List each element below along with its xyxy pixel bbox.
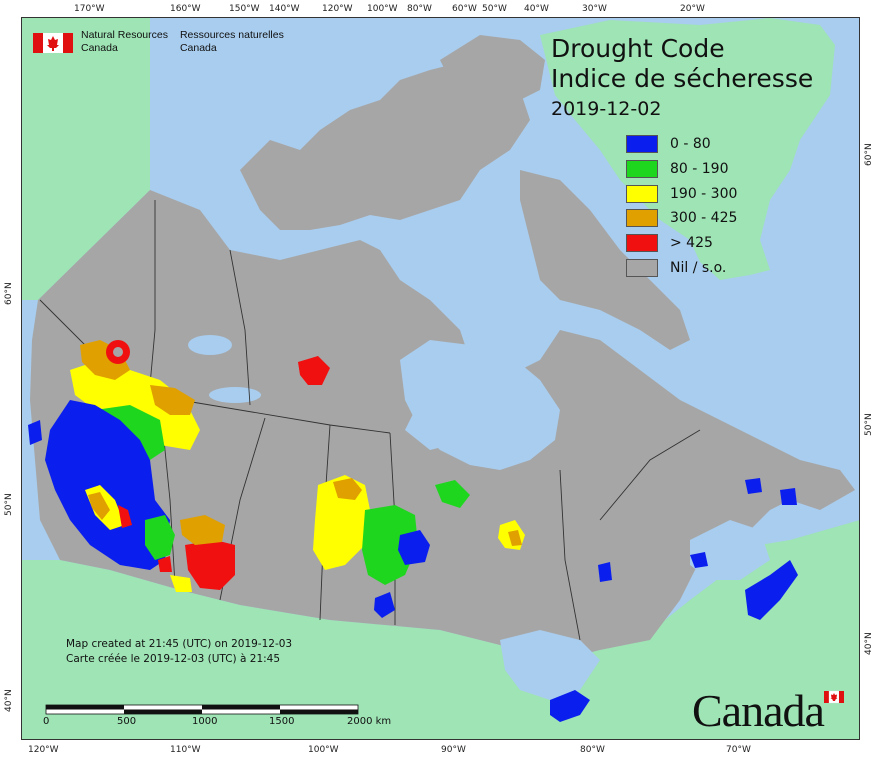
- scale-label: 1000: [192, 716, 218, 727]
- zone-orange-on: [508, 530, 522, 546]
- legend-label: 300 - 425: [670, 210, 738, 226]
- map-frame: [21, 17, 860, 740]
- greenland-land: [540, 18, 835, 280]
- scale-bar: [45, 704, 359, 715]
- zone-orange-ab: [180, 515, 225, 545]
- graticule-label: 60°W: [452, 4, 477, 14]
- nrcan-french: Ressources naturelles Canada: [179, 29, 284, 54]
- drought-zones: [28, 340, 798, 722]
- graticule-label: 60°N: [864, 143, 874, 166]
- credit-fr: Carte créée le 2019-12-03 (UTC) à 21:45: [66, 653, 281, 665]
- graticule-label: 160°W: [170, 4, 201, 14]
- graticule-label: 140°W: [269, 4, 300, 14]
- zone-red-ab: [185, 540, 235, 590]
- alaska-land: [22, 18, 150, 300]
- nrcan-flag: [33, 33, 73, 53]
- legend-swatch: [626, 234, 658, 252]
- great-bear-lake: [188, 335, 232, 355]
- scale-label: 0: [43, 716, 50, 727]
- graticule-label: 60°N: [4, 282, 14, 305]
- zone-red-nwt: [298, 356, 330, 385]
- zone-red-yukon-inner: [113, 347, 123, 357]
- ellesmere-island: [440, 35, 545, 100]
- zone-red-sask: [158, 556, 172, 572]
- graticule-label: 90°W: [441, 745, 466, 755]
- legend-label: > 425: [670, 235, 713, 251]
- gulf-st-lawrence: [690, 520, 770, 580]
- zone-blue-mb2: [374, 592, 395, 618]
- legend-label: 0 - 80: [670, 136, 711, 152]
- legend-label: 80 - 190: [670, 161, 729, 177]
- zone-blue-mb: [398, 530, 430, 565]
- graticule-label: 110°W: [170, 745, 201, 755]
- legend-swatch: [626, 259, 658, 277]
- credit-en: Map created at 21:45 (UTC) on 2019-12-03: [66, 638, 293, 650]
- graticule-label: 40°N: [864, 632, 874, 655]
- wordmark-flag: [824, 690, 844, 704]
- legend-swatch: [626, 160, 658, 178]
- zone-blue-bc-coast: [28, 420, 42, 445]
- zone-green-mb: [362, 505, 418, 585]
- graticule-label: 40°W: [524, 4, 549, 14]
- zone-blue-on: [550, 690, 590, 722]
- legend-item: 300 - 425: [626, 209, 737, 227]
- graticule-label: 20°W: [680, 4, 705, 14]
- legend-item: 80 - 190: [626, 160, 729, 178]
- zone-blue-qc: [598, 562, 612, 582]
- graticule-label: 120°W: [322, 4, 353, 14]
- zone-orange-bc: [88, 492, 110, 520]
- zone-blue-qc2: [690, 552, 708, 568]
- zone-blue-nl2: [780, 488, 797, 505]
- zone-blue-bc: [45, 400, 170, 570]
- zone-blue-nl: [745, 478, 762, 494]
- zone-orange-west: [150, 385, 195, 415]
- zone-yellow-west: [70, 360, 200, 450]
- great-slave-lake: [209, 387, 261, 403]
- graticule-label: 50°W: [482, 4, 507, 14]
- zone-red-bc: [118, 505, 132, 528]
- zone-blue-ns: [745, 560, 798, 620]
- graticule-label: 170°W: [74, 4, 105, 14]
- legend-swatch: [626, 209, 658, 227]
- legend-swatch: [626, 135, 658, 153]
- zone-green-ab: [145, 515, 175, 560]
- map-title-en: Drought Code: [551, 34, 725, 63]
- zone-orange-mb: [333, 478, 362, 500]
- graticule-label: 50°N: [4, 493, 14, 516]
- graticule-label: 50°N: [864, 413, 874, 436]
- map-title-fr: Indice de sécheresse: [551, 64, 814, 93]
- canada-wordmark: Canada: [692, 685, 825, 736]
- baffin-island: [520, 170, 690, 350]
- hudson-bay: [400, 340, 560, 470]
- canada-mainland: [30, 190, 855, 660]
- arctic-islands: [240, 60, 530, 230]
- graticule-label: 40°N: [4, 689, 14, 712]
- graticule-label: 120°W: [28, 745, 59, 755]
- graticule-label: 30°W: [582, 4, 607, 14]
- graticule-label: 70°W: [726, 745, 751, 755]
- graticule-label: 80°W: [580, 745, 605, 755]
- nrcan-english: Natural Resources Canada: [81, 29, 168, 54]
- legend-swatch: [626, 185, 658, 203]
- legend-item: > 425: [626, 234, 713, 252]
- graticule-label: 100°W: [367, 4, 398, 14]
- scale-label: 2000 km: [347, 716, 392, 727]
- legend-item: 190 - 300: [626, 185, 737, 203]
- graticule-label: 150°W: [229, 4, 260, 14]
- usa-land: [22, 520, 860, 740]
- legend-label: 190 - 300: [670, 186, 738, 202]
- graticule-label: 80°W: [407, 4, 432, 14]
- scale-label: 500: [117, 716, 137, 727]
- zone-green-on: [435, 480, 470, 508]
- legend-item: 0 - 80: [626, 135, 711, 153]
- legend-item: Nil / s.o.: [626, 259, 726, 277]
- map-date: 2019-12-02: [551, 98, 662, 120]
- great-lakes: [500, 630, 600, 700]
- legend-label: Nil / s.o.: [670, 260, 727, 276]
- nrcan-signature: Natural Resources Canada Ressources natu…: [81, 29, 284, 55]
- scale-label: 1500: [269, 716, 295, 727]
- zone-yellow-ab: [170, 575, 192, 592]
- graticule-label: 100°W: [308, 745, 339, 755]
